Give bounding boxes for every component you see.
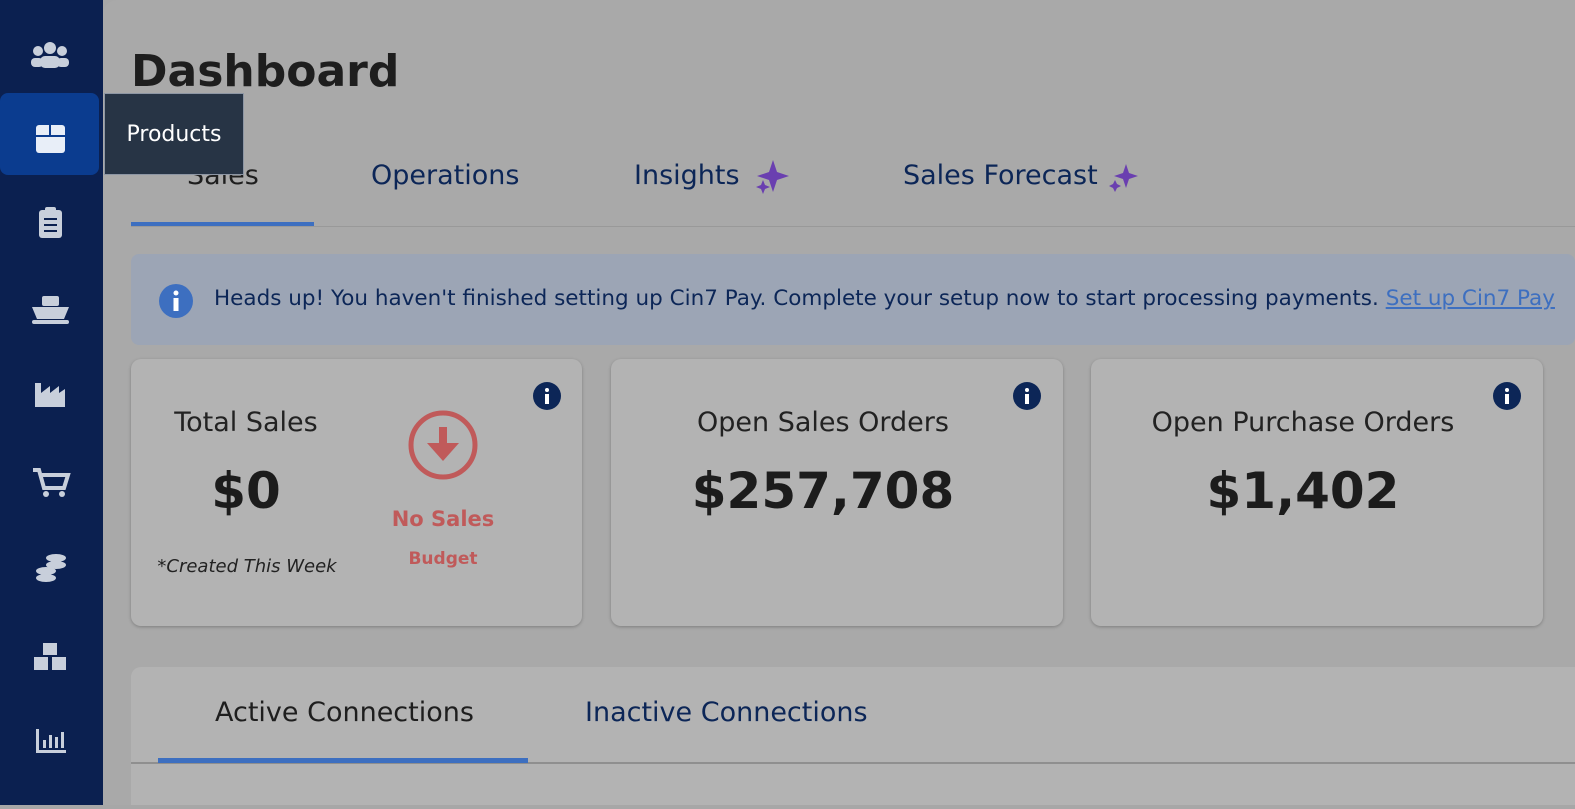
card-title: Open Sales Orders: [697, 407, 949, 438]
tab-underline: [131, 222, 314, 227]
sidebar-icons: [0, 42, 99, 753]
card-title: Open Purchase Orders: [1151, 407, 1455, 438]
info-icon: [159, 284, 193, 318]
connection-tab[interactable]: Active Connections: [215, 697, 474, 728]
tab-divider: [131, 226, 1575, 227]
reports-icon[interactable]: [36, 729, 66, 753]
tab[interactable]: Sales Forecast: [903, 160, 1098, 191]
status-sub: Budget: [408, 549, 478, 569]
tab-underline: [158, 758, 528, 763]
card-note: *Created This Week: [157, 556, 337, 577]
status: No Sales: [391, 507, 495, 531]
production-icon[interactable]: [35, 383, 65, 407]
sparkle-icon: [1109, 164, 1138, 192]
info-icon[interactable]: [1012, 381, 1042, 411]
page-title: Dashboard: [131, 46, 400, 97]
tab-divider: [131, 762, 1575, 764]
sidebar: [0, 0, 103, 805]
connection-tab[interactable]: Inactive Connections: [585, 697, 868, 728]
customers-icon[interactable]: [31, 42, 69, 68]
card: Open Sales Orders $257,708: [611, 359, 1063, 626]
finance-icon[interactable]: [36, 554, 66, 582]
setup-link[interactable]: Set up Cin7 Pay: [1385, 286, 1555, 311]
info-icon[interactable]: [532, 381, 562, 411]
card-value: $1,402: [1206, 462, 1400, 520]
tab[interactable]: Insights: [634, 160, 740, 191]
alert-banner: [131, 254, 1575, 345]
connection-tab-lines: [131, 758, 1575, 764]
info-icon[interactable]: [1492, 381, 1522, 411]
products-icon[interactable]: [36, 125, 65, 153]
sparkle-icon: [756, 160, 789, 194]
card-value: $0: [211, 462, 281, 520]
connections-panel: [131, 667, 1575, 805]
tooltip: Products: [104, 93, 244, 175]
card: Total Sales $0 *Created This Week No Sal…: [131, 359, 582, 626]
card-value: $257,708: [691, 462, 955, 520]
alert-message: Heads up! You haven't finished setting u…: [214, 286, 1379, 311]
card: Open Purchase Orders $1,402: [1091, 359, 1543, 626]
purchase-icon[interactable]: [33, 468, 71, 497]
down-icon: [408, 410, 478, 480]
orders-icon[interactable]: [39, 207, 62, 238]
inventory-icon[interactable]: [34, 643, 66, 670]
card-title: Total Sales: [174, 407, 318, 438]
shipping-icon[interactable]: [32, 296, 69, 324]
tab[interactable]: Operations: [371, 160, 520, 191]
alert-text: Heads up! You haven't finished setting u…: [214, 286, 1555, 311]
